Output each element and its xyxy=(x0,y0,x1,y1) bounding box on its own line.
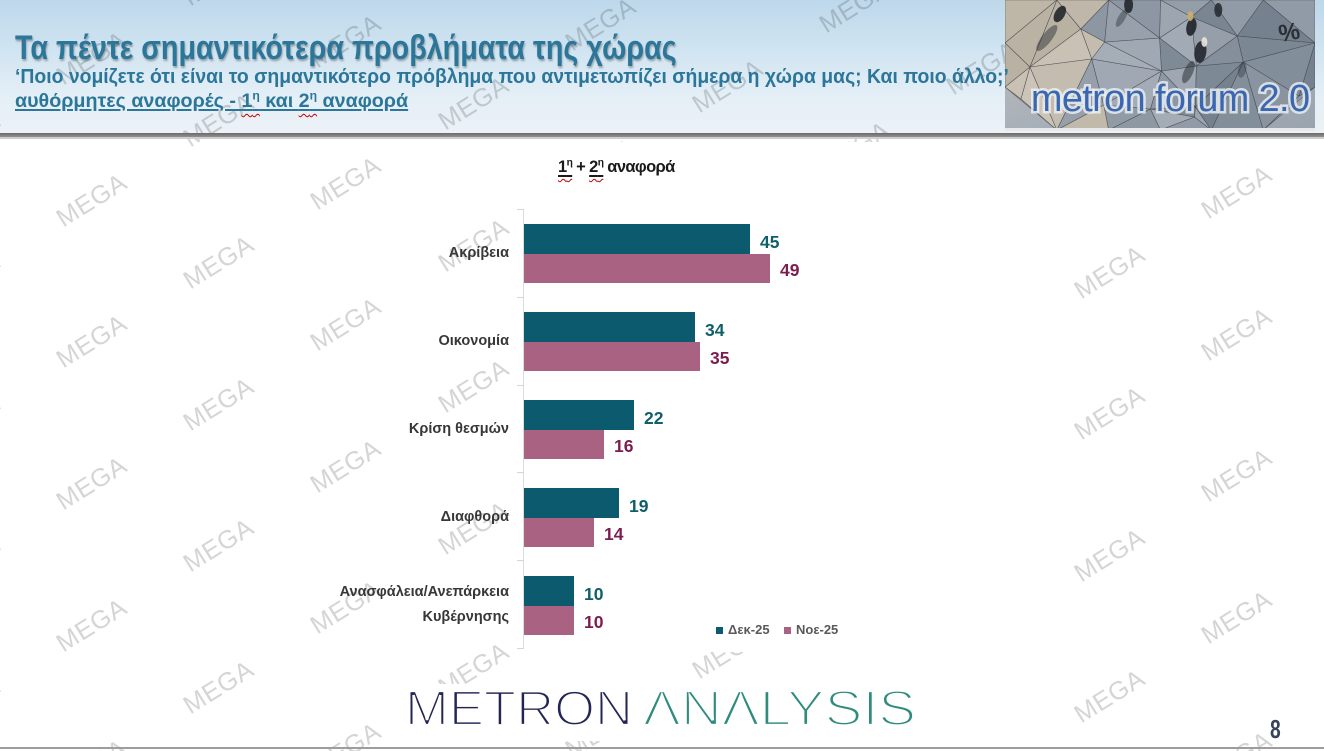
svg-text:metron forum 2.0: metron forum 2.0 xyxy=(1031,78,1310,120)
svg-text:METRON: METRON xyxy=(405,682,633,736)
svg-text:ΛNΛLYSIS: ΛNΛLYSIS xyxy=(643,682,916,736)
svg-text:%: % xyxy=(1276,18,1302,48)
svg-text:metron forum 2.0: metron forum 2.0 xyxy=(1031,78,1310,120)
